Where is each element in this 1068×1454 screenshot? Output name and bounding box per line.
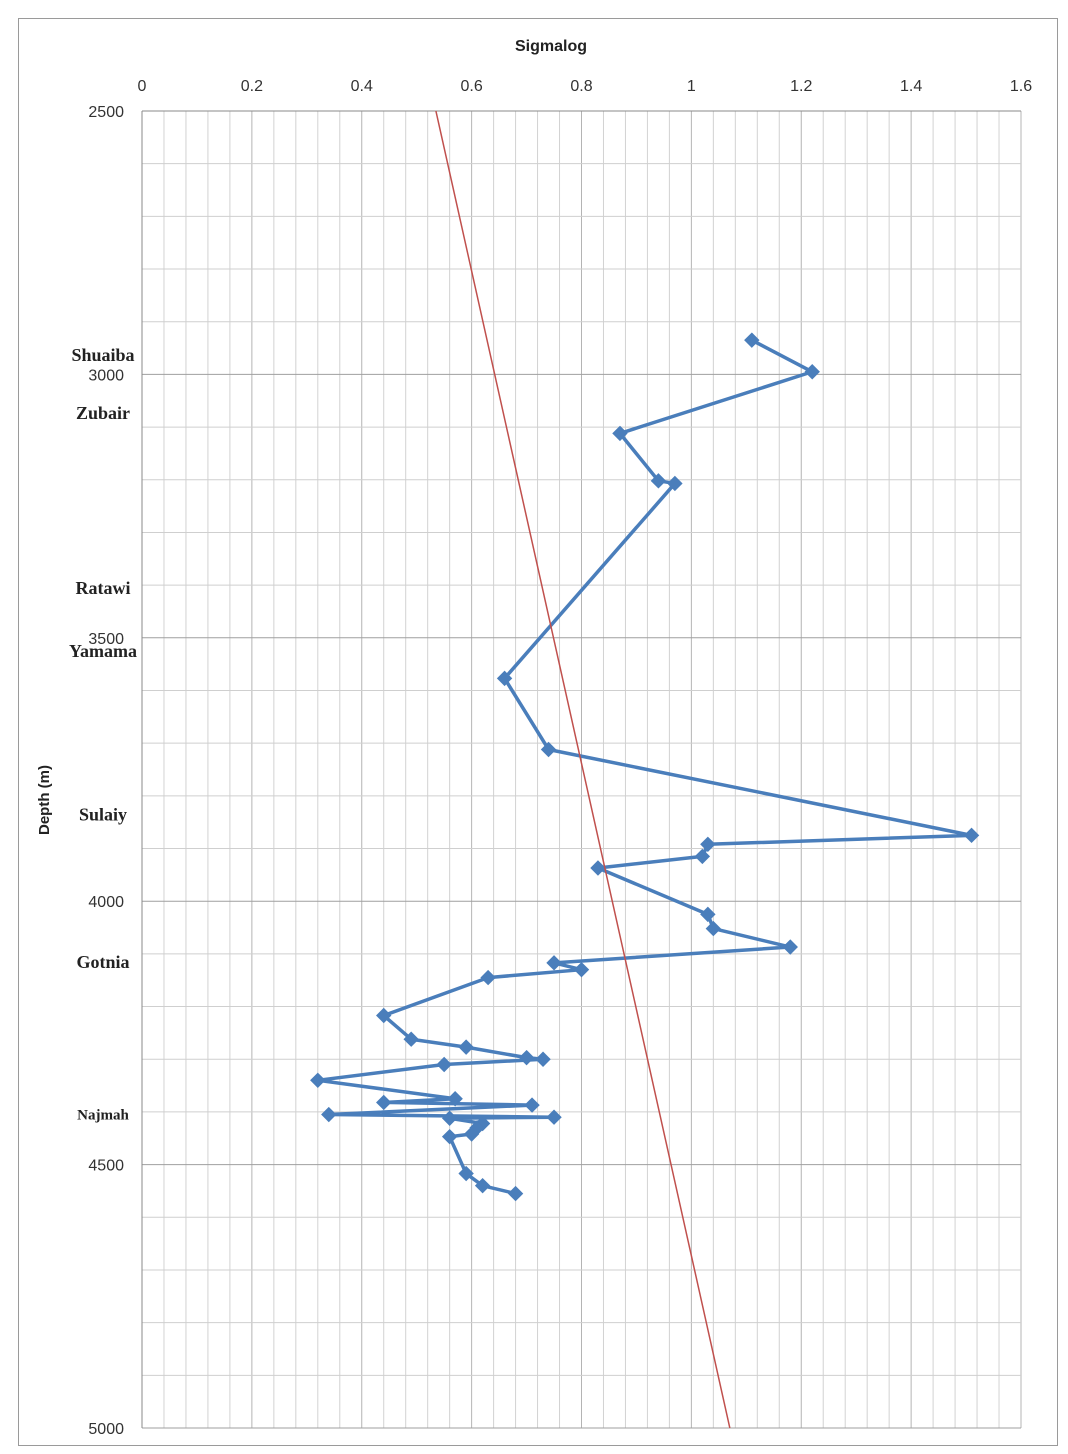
formation-label: Ratawi (76, 578, 131, 598)
data-point (573, 961, 590, 978)
formation-label: Gotnia (76, 952, 129, 972)
data-point (376, 1007, 392, 1024)
trend-line (435, 110, 731, 1429)
data-point (403, 1031, 419, 1047)
data-point (590, 860, 606, 876)
data-point (524, 1097, 540, 1113)
data-point (782, 939, 798, 955)
data-point (321, 1106, 337, 1123)
data-point (963, 827, 980, 844)
data-point (612, 425, 628, 442)
grid (141, 110, 1022, 1429)
x-tick-label: 0 (138, 78, 147, 95)
data-point (744, 332, 760, 348)
y-tick-labels: 2500 3000 3500 4000 4500 5000 (88, 104, 124, 1438)
y-tick-label: 5000 (88, 1421, 124, 1438)
formation-label: Sulaiy (79, 804, 127, 824)
data-point (518, 1049, 535, 1066)
data-point (441, 1110, 458, 1126)
data-series (310, 110, 980, 1429)
data-point (546, 1109, 562, 1125)
data-point (458, 1165, 474, 1182)
data-point (507, 1185, 524, 1202)
data-point (447, 1091, 463, 1107)
x-tick-label: 1.2 (790, 78, 812, 95)
data-point (458, 1039, 474, 1055)
data-point (700, 906, 716, 923)
data-point (667, 475, 683, 492)
y-tick-label: 2500 (88, 104, 124, 121)
y-tick-label: 3500 (88, 631, 124, 648)
formation-labels: Shuaiba Zubair Ratawi Yamama Sulaiy Gotnia Naj… (69, 345, 137, 1124)
x-tick-label: 0.4 (351, 78, 373, 95)
y-tick-label: 3000 (88, 367, 124, 384)
data-point (441, 1128, 458, 1145)
data-point (700, 836, 716, 853)
data-point (540, 741, 557, 758)
data-point (650, 473, 667, 489)
sigmalog-line (316, 338, 974, 1196)
x-tick-label: 0.8 (570, 78, 592, 95)
data-point (480, 969, 496, 986)
x-tick-label: 1 (687, 78, 696, 95)
chart-title: Sigmalog (515, 38, 587, 55)
data-point (310, 1072, 326, 1089)
formation-label: Yamama (69, 641, 137, 661)
y-axis-label: Depth (m) (36, 765, 53, 835)
data-point (804, 364, 820, 380)
y-tick-label: 4500 (88, 1158, 124, 1175)
data-point (535, 1051, 551, 1067)
x-tick-label: 1.4 (900, 78, 922, 95)
data-point (463, 1126, 480, 1142)
data-point (436, 1056, 452, 1073)
x-tick-label: 0.6 (461, 78, 483, 95)
data-point (694, 848, 711, 865)
x-tick-labels: 0 0.2 0.4 0.6 0.8 1 1.2 1.4 1.6 (138, 78, 1033, 95)
formation-label: Shuaiba (71, 345, 134, 365)
axes (141, 110, 1021, 1428)
formation-label: Zubair (76, 403, 130, 423)
formation-label: Najmah (77, 1108, 129, 1124)
data-point (474, 1177, 491, 1194)
data-point (496, 670, 513, 687)
data-point (546, 955, 562, 971)
x-tick-label: 0.2 (241, 78, 263, 95)
data-point (705, 920, 722, 937)
y-tick-label: 4000 (88, 894, 124, 911)
x-tick-label: 1.6 (1010, 78, 1032, 95)
data-point (376, 1094, 392, 1111)
